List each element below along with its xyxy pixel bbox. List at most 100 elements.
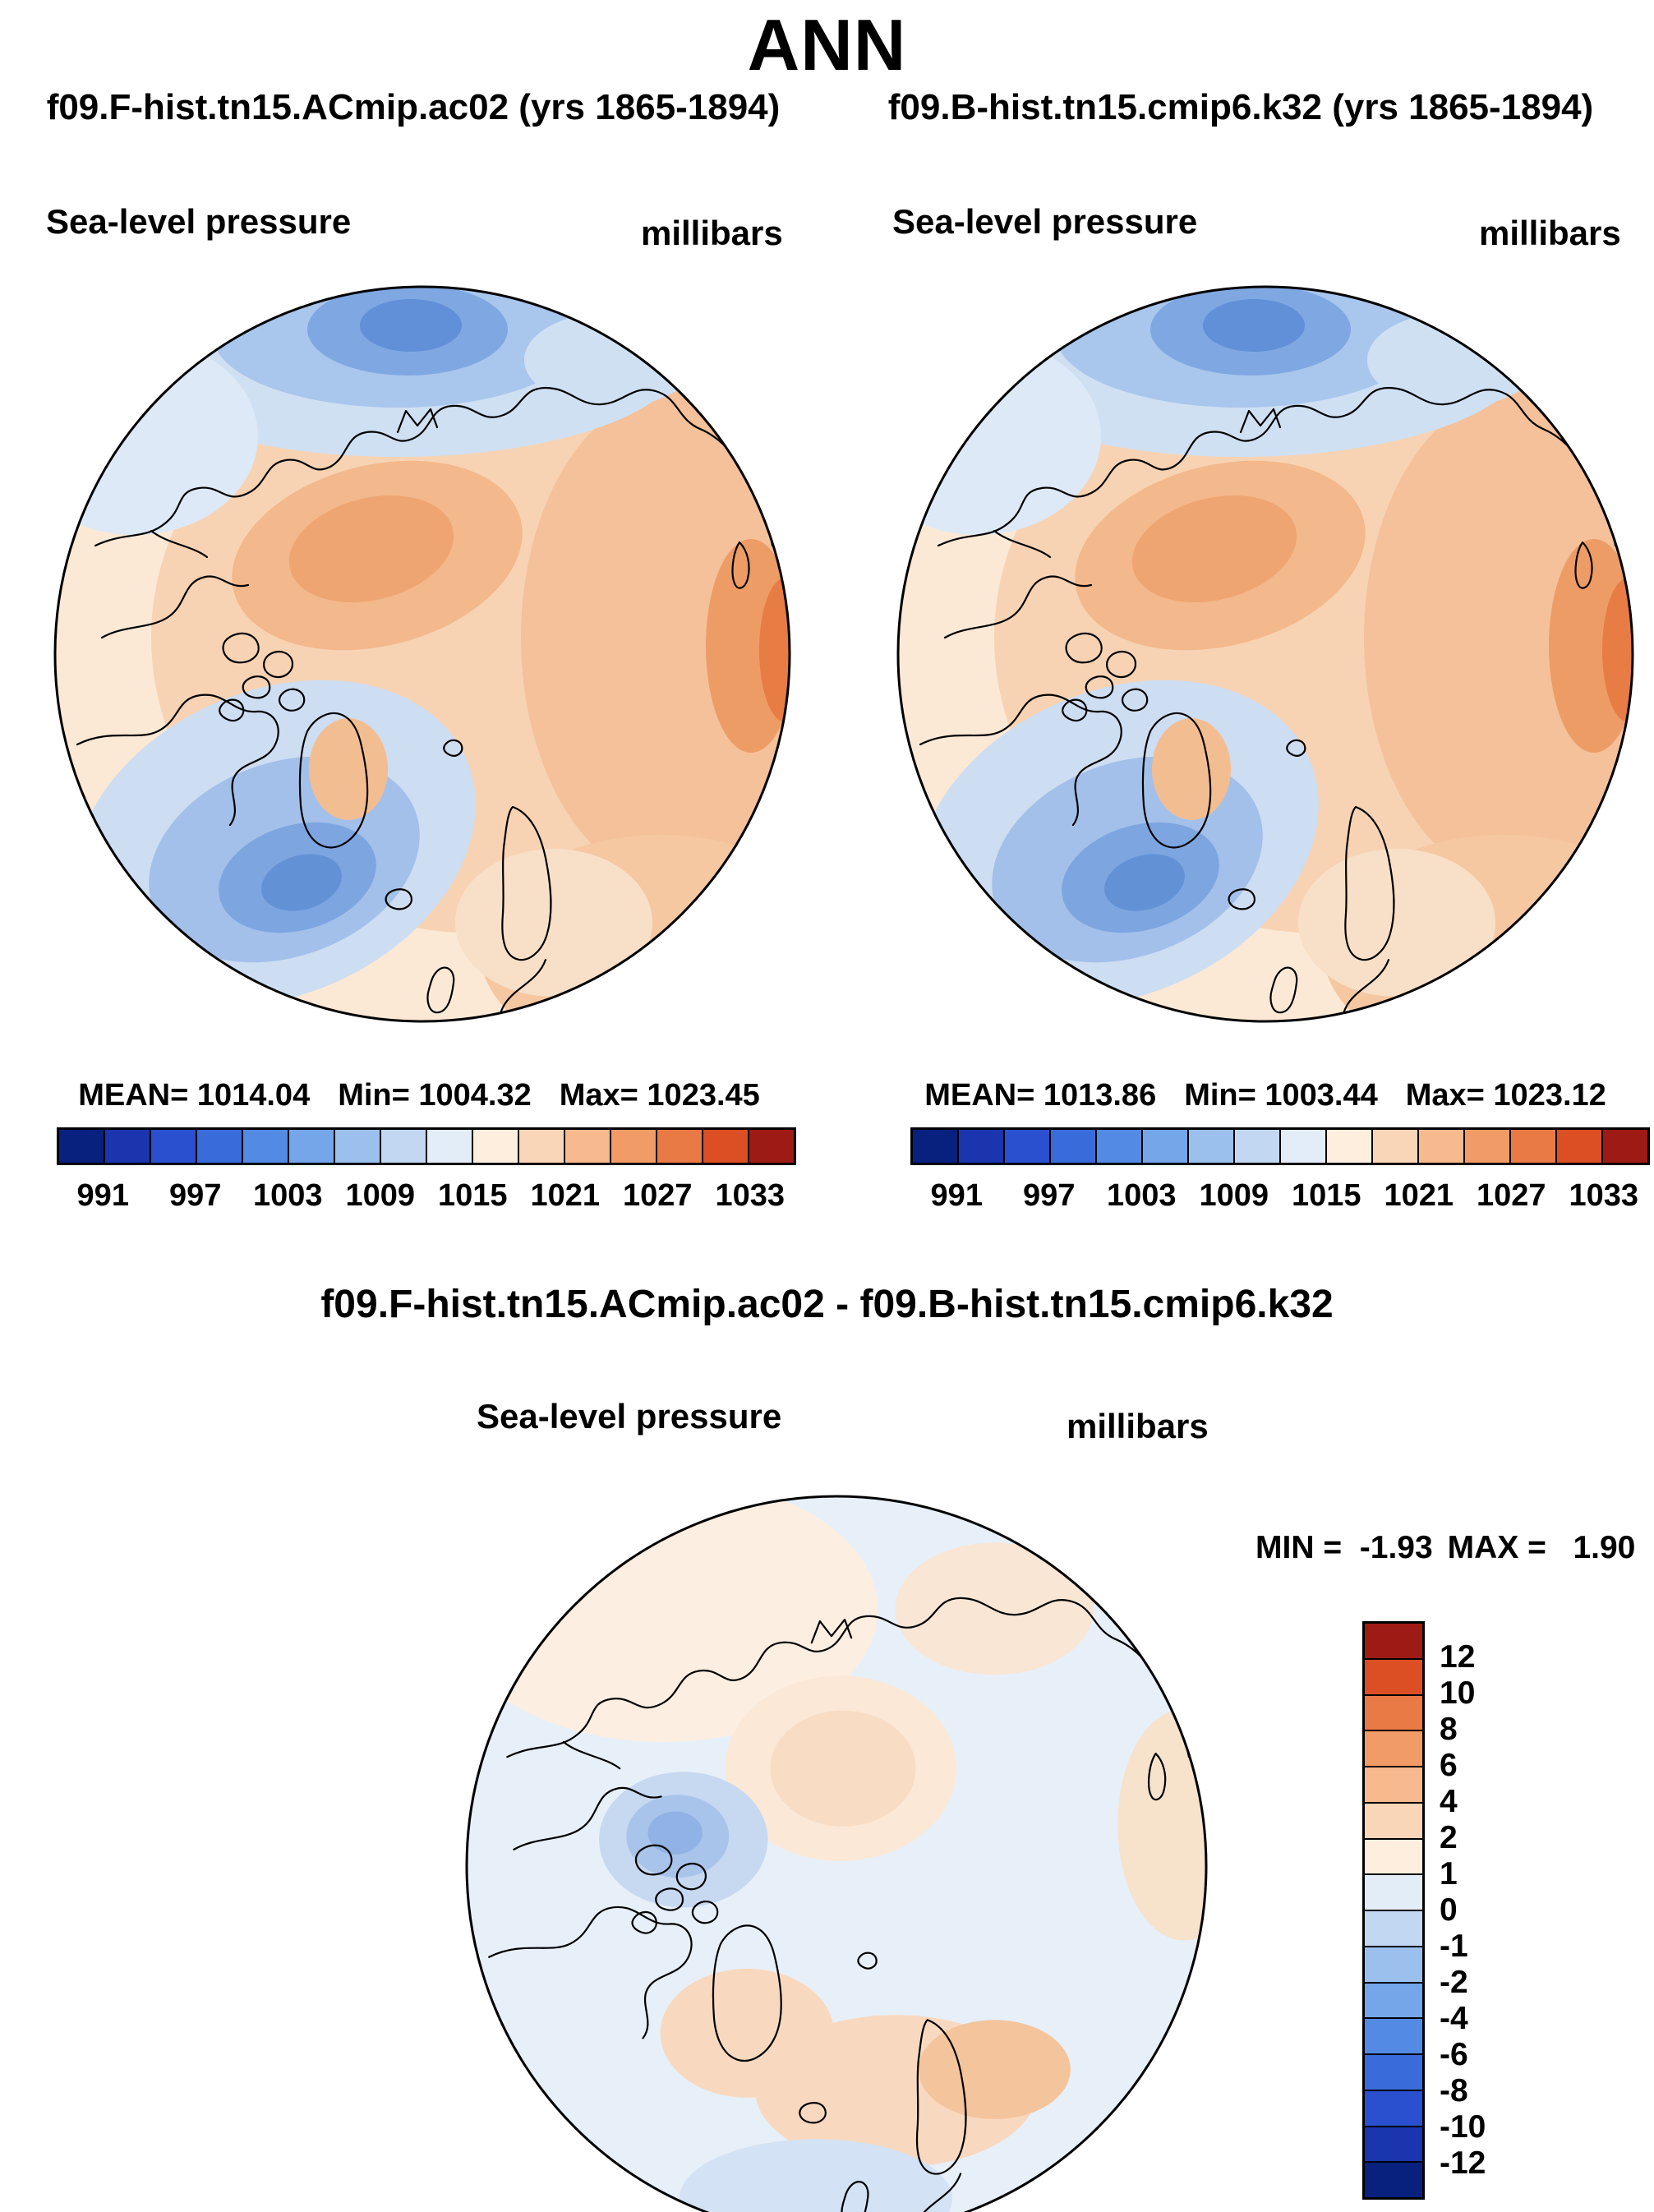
colorbar-segment [1143,1130,1189,1163]
colorbar-tick-label: 1009 [345,1178,416,1213]
colorbar-segment [335,1130,381,1163]
colorbar-tick-label: 0 [1440,1892,1458,1928]
colorbar-segment [565,1130,611,1163]
colorbar-tick-label: -2 [1440,1965,1468,2000]
colorbar-segment [959,1130,1005,1163]
colorbar-segment [427,1130,473,1163]
colorbar-segment [243,1130,289,1163]
colorbar-segment [1557,1130,1603,1163]
colorbar-segment [913,1130,959,1163]
stat-min-right: Min= 1003.44 [1184,1078,1378,1113]
colorbar-tick-label: 991 [76,1178,129,1213]
colorbar-tick-label: 1015 [1291,1178,1361,1213]
difference-title: f09.F-hist.tn15.ACmip.ac02 - f09.B-hist.… [320,1283,1334,1326]
colorbar-segment [703,1130,749,1163]
colorbar-segment [59,1130,105,1163]
colorbar-segment [1365,1695,1422,1732]
colorbar-ticks-left: 991 997 1003 1009 1015 1021 1027 1033 [57,1178,796,1214]
slp-map-left [53,284,792,1024]
colorbar-tick-label: 1009 [1199,1178,1269,1213]
colorbar-segment [1365,2019,1422,2055]
field-label-left: Sea-level pressure [46,202,352,241]
field-label-right: Sea-level pressure [892,202,1198,241]
diff-max-label: MAX = 1.90 [1447,1530,1636,1565]
stat-mean-left: MEAN= 1014.04 [78,1078,311,1113]
colorbar-tick-label: 12 [1440,1639,1476,1675]
colorbar-segment [1365,2055,1422,2091]
colorbar-segment [1365,1624,1422,1660]
colorbar-tick-label: 4 [1440,1784,1458,1819]
colorbar-tick-label: 1021 [530,1178,601,1213]
colorbar-tick-label: 1021 [1384,1178,1454,1213]
colorbar-tick-label: 1033 [715,1178,786,1213]
colorbar-tick-label: -6 [1440,2037,1468,2072]
colorbar-tick-label: 997 [169,1178,222,1213]
colorbar-segment [105,1130,151,1163]
colorbar-segment [1365,1839,1422,1876]
colorbar-segment [519,1130,565,1163]
stat-max-right: Max= 1023.12 [1405,1078,1606,1113]
stat-max-left: Max= 1023.45 [559,1078,760,1113]
colorbar-segment [1603,1130,1647,1163]
colorbar-tick-label: 6 [1440,1748,1458,1783]
case-title-left: f09.F-hist.tn15.ACmip.ac02 (yrs 1865-189… [46,87,781,127]
colorbar-segment [1327,1130,1373,1163]
colorbar-tick-label: -1 [1440,1929,1468,1964]
units-label-diff: millibars [1067,1407,1209,1445]
colorbar-tick-label: 8 [1440,1712,1458,1747]
colorbar-segment [1365,1803,1422,1840]
stats-left: MEAN= 1014.04 Min= 1004.32 Max= 1023.45 [49,1078,789,1113]
difference-map-svg [464,1494,1209,2212]
colorbar-ticks-right: 991 997 1003 1009 1015 1021 1027 1033 [910,1178,1650,1214]
colorbar-segment [1365,1983,1422,2020]
colorbar-tick-label: 1 [1440,1856,1458,1892]
colorbar-left [57,1127,796,1165]
colorbar-segment [1365,1659,1422,1696]
colorbar-segment [381,1130,427,1163]
colorbar-segment [611,1130,657,1163]
colorbar-right [910,1127,1650,1165]
units-label-left: millibars [641,214,783,252]
colorbar-segment [1365,1911,1422,1947]
colorbar-segment [151,1130,197,1163]
colorbar-segment [1235,1130,1281,1163]
colorbar-segment [1365,2090,1422,2127]
slp-map-left-svg [53,284,792,1024]
stat-mean-right: MEAN= 1013.86 [924,1078,1157,1113]
colorbar-segment [1281,1130,1327,1163]
colorbar-tick-label: 2 [1440,1820,1458,1855]
colorbar-segment [1189,1130,1235,1163]
colorbar-tick-label: -4 [1440,2001,1468,2036]
colorbar-segment [1365,2127,1422,2164]
stats-right: MEAN= 1013.86 Min= 1003.44 Max= 1023.12 [896,1078,1635,1113]
colorbar-segment [289,1130,335,1163]
diff-colorbar [1362,1621,1425,2200]
field-label-diff: Sea-level pressure [477,1397,782,1435]
diff-minmax: MIN = -1.93 MAX = 1.90 [1255,1530,1635,1566]
colorbar-tick-label: 1027 [1476,1178,1546,1213]
colorbar-tick-label: 997 [1023,1178,1076,1213]
slp-map-right [896,284,1635,1024]
colorbar-segment [1097,1130,1143,1163]
slp-map-right-svg [896,284,1635,1024]
colorbar-tick-label: 1027 [622,1178,693,1213]
units-label-right: millibars [1479,214,1621,252]
colorbar-tick-label: 1033 [1569,1178,1639,1213]
difference-map [464,1494,1209,2212]
colorbar-segment [1365,1875,1422,1911]
colorbar-segment [1051,1130,1097,1163]
colorbar-tick-label: -10 [1440,2109,1486,2145]
page-title: ANN [747,4,907,85]
colorbar-tick-label: 1003 [252,1178,323,1213]
colorbar-segment [1365,1947,1422,1984]
colorbar-tick-label: 10 [1440,1675,1476,1711]
colorbar-segment [197,1130,243,1163]
colorbar-tick-label: -12 [1440,2145,1486,2181]
colorbar-segment [1005,1130,1051,1163]
diff-min-label: MIN = -1.93 [1255,1530,1433,1565]
colorbar-segment [1373,1130,1419,1163]
colorbar-segment [657,1130,703,1163]
colorbar-segment [473,1130,519,1163]
colorbar-tick-label: -8 [1440,2073,1468,2108]
